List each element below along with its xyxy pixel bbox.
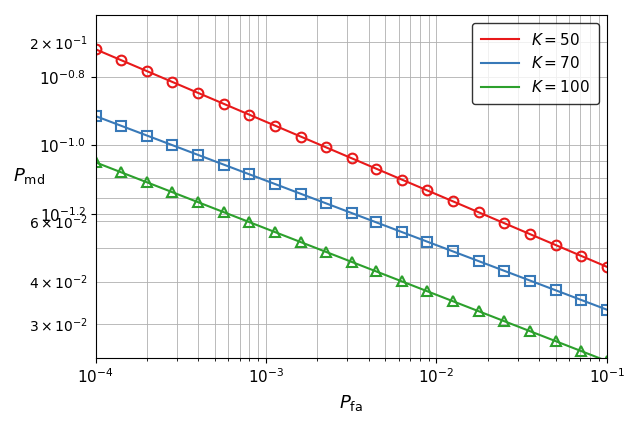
$K = 100$ [523, 327, 531, 333]
$K = 100$ [92, 160, 99, 165]
$K = 50$ [523, 230, 531, 235]
$K = 50$ [603, 264, 611, 269]
Line: $K = 100$: $K = 100$ [95, 162, 607, 361]
$K = 100$ [396, 278, 404, 283]
$K = 50$ [93, 48, 101, 53]
$K = 70$ [394, 228, 402, 233]
$K = 50$ [92, 47, 99, 52]
$K = 50$ [396, 176, 404, 181]
$K = 70$ [92, 113, 99, 119]
Line: $K = 50$: $K = 50$ [95, 49, 607, 267]
Legend: $K = 50$, $K = 70$, $K = 100$: $K = 50$, $K = 70$, $K = 100$ [472, 23, 599, 104]
$K = 100$ [603, 359, 611, 364]
$K = 70$ [404, 232, 412, 237]
$K = 100$ [394, 277, 402, 282]
Y-axis label: $P_{\mathrm{md}}$: $P_{\mathrm{md}}$ [13, 166, 45, 186]
$K = 50$ [404, 180, 412, 185]
$K = 100$ [93, 160, 101, 166]
X-axis label: $P_{\mathrm{fa}}$: $P_{\mathrm{fa}}$ [339, 393, 363, 413]
$K = 50$ [555, 244, 563, 249]
Line: $K = 70$: $K = 70$ [95, 116, 607, 310]
$K = 70$ [555, 289, 563, 294]
$K = 50$ [394, 175, 402, 181]
$K = 70$ [93, 114, 101, 119]
$K = 70$ [603, 307, 611, 312]
$K = 100$ [555, 340, 563, 345]
$K = 70$ [396, 229, 404, 234]
$K = 70$ [523, 276, 531, 282]
$K = 100$ [404, 281, 412, 286]
